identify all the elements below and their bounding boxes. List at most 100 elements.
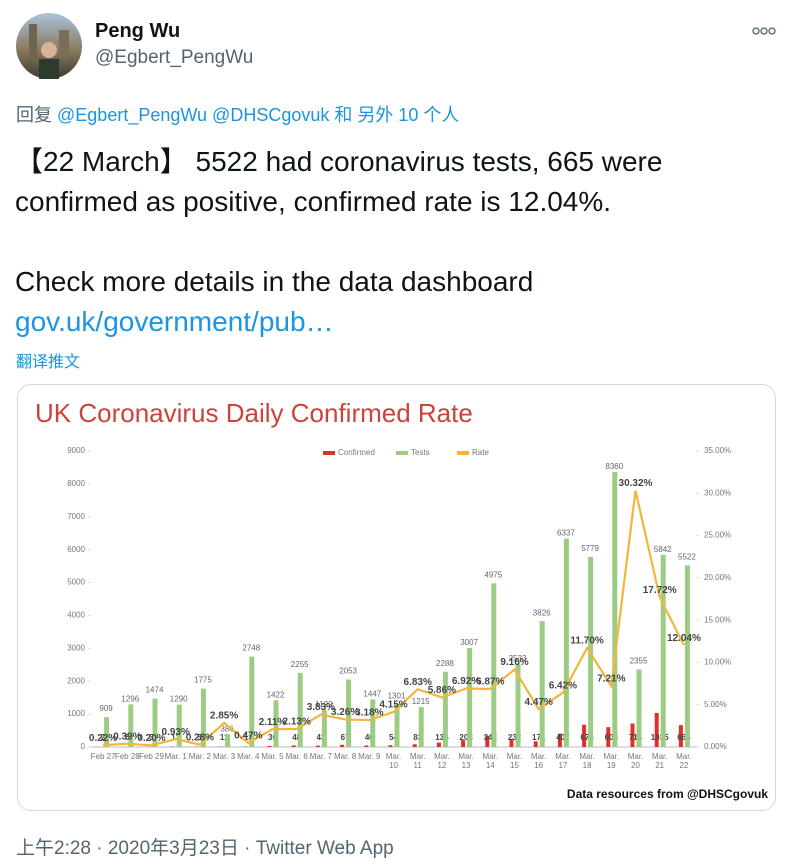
- x-tick-label: Mar. 18: [579, 752, 595, 770]
- x-tick-label: Mar. 17: [555, 752, 571, 770]
- x-tick-label: Feb 27: [90, 752, 116, 761]
- bar: [273, 700, 279, 747]
- bar: [654, 712, 659, 747]
- data-label: 1296: [121, 694, 139, 703]
- more-menu[interactable]: [752, 26, 776, 36]
- avatar[interactable]: [15, 12, 83, 80]
- bar: [533, 741, 538, 747]
- y2-tick-label: 10.00%: [704, 658, 731, 667]
- data-label: 1301: [388, 691, 406, 700]
- data-label: 3.83%: [307, 702, 335, 713]
- y-tick-label: 1000: [67, 709, 85, 718]
- bar: [636, 669, 642, 747]
- bar: [267, 746, 272, 747]
- y-tick-label: 9000: [67, 446, 85, 455]
- data-label: 3.26%: [331, 707, 359, 718]
- y-tick-label: 2000: [67, 676, 85, 685]
- y2-tick-label: 0.00%: [704, 742, 727, 751]
- data-label: 342: [484, 733, 498, 742]
- chart-card[interactable]: UK Coronavirus Daily Confirmed Rate Data…: [17, 384, 776, 811]
- data-label: 12.04%: [667, 633, 701, 644]
- bar: [418, 707, 424, 747]
- data-label: 1422: [267, 690, 285, 699]
- data-label: 1215: [412, 697, 430, 706]
- x-tick-label: Mar. 13: [458, 752, 474, 770]
- x-tick-label: Feb 29: [139, 752, 164, 761]
- data-label: 5779: [581, 544, 599, 553]
- data-label: 30.32%: [619, 478, 653, 489]
- x-tick-label: Mar. 14: [482, 752, 499, 770]
- data-label: 0.39%: [113, 731, 141, 742]
- author-handle[interactable]: @Egbert_PengWu: [95, 47, 254, 68]
- tweet-link[interactable]: gov.uk/government/pub…: [15, 306, 334, 337]
- bar: [515, 663, 521, 747]
- data-label: 1290: [170, 695, 188, 704]
- data-label: 0.22%: [89, 733, 117, 744]
- data-label: 407: [556, 733, 570, 742]
- data-label: 386: [220, 724, 234, 733]
- bar: [388, 745, 393, 747]
- bar: [249, 656, 255, 747]
- data-label: 7.21%: [597, 674, 625, 685]
- reply-prefix: 回复: [16, 105, 52, 125]
- data-label: 3007: [460, 638, 478, 647]
- y2-tick-label: 20.00%: [704, 573, 731, 582]
- x-tick-label: Mar. 22: [676, 752, 692, 770]
- data-label: 6.92%: [452, 676, 480, 687]
- y2-tick-label: 5.00%: [704, 700, 727, 709]
- legend-swatch: [396, 451, 408, 455]
- author-name[interactable]: Peng Wu: [95, 20, 181, 42]
- data-label: 603: [605, 733, 619, 742]
- data-label: 83: [413, 733, 422, 742]
- bar: [104, 717, 110, 747]
- bar: [370, 699, 376, 747]
- timestamp[interactable]: 上午2:28 · 2020年3月23日 · Twitter Web App: [16, 838, 394, 859]
- bar: [152, 698, 158, 747]
- data-label: 4.15%: [379, 700, 407, 711]
- legend-label: Rate: [472, 448, 489, 457]
- reply-mentions[interactable]: @Egbert_PengWu @DHSCgovuk 和 另外 10 个人: [57, 105, 460, 125]
- x-tick-label: Mar. 20: [627, 752, 644, 770]
- bar: [678, 725, 683, 747]
- data-label: 5: [198, 733, 203, 742]
- data-label: 30: [268, 733, 277, 742]
- data-label: 17.72%: [643, 585, 677, 596]
- chart: UK Coronavirus Daily Confirmed Rate Data…: [35, 398, 768, 801]
- data-label: 48: [292, 733, 301, 742]
- data-label: 3.18%: [355, 708, 383, 719]
- x-tick-label: Mar. 11: [409, 752, 426, 770]
- data-label: 67: [341, 733, 350, 742]
- data-label: 1122: [315, 700, 333, 709]
- data-label: 665: [677, 733, 691, 742]
- data-label: 1775: [194, 676, 212, 685]
- data-label: 1035: [651, 733, 669, 742]
- bar: [394, 704, 400, 747]
- data-label: 6.83%: [404, 677, 432, 688]
- legend-label: Tests: [411, 448, 430, 457]
- bar: [684, 565, 690, 747]
- data-label: 12: [171, 733, 180, 742]
- data-label: 11.70%: [570, 636, 603, 647]
- x-tick-label: Mar. 3: [212, 752, 236, 761]
- data-label: 2355: [630, 657, 648, 666]
- data-label: 13: [244, 733, 253, 742]
- data-label: 2255: [291, 660, 309, 669]
- tweet-more: Check more details in the data dashboard: [15, 266, 534, 297]
- data-label: 4.47%: [525, 697, 553, 708]
- bar: [412, 744, 417, 747]
- data-label: 2.85%: [210, 711, 238, 722]
- bar: [364, 745, 369, 747]
- data-label: 208: [459, 733, 473, 742]
- x-tick-label: Mar. 21: [651, 752, 668, 770]
- data-label: 54: [389, 733, 398, 742]
- data-label: 2.11%: [259, 717, 287, 728]
- bar: [660, 554, 666, 747]
- translate[interactable]: 翻译推文: [16, 354, 81, 371]
- data-label: 134: [435, 733, 449, 742]
- data-label: 3: [149, 733, 154, 742]
- bar: [467, 648, 473, 747]
- bar: [557, 733, 562, 747]
- x-tick-label: Feb 28: [114, 752, 140, 761]
- data-label: 2748: [242, 644, 260, 653]
- data-label: 5: [125, 733, 130, 742]
